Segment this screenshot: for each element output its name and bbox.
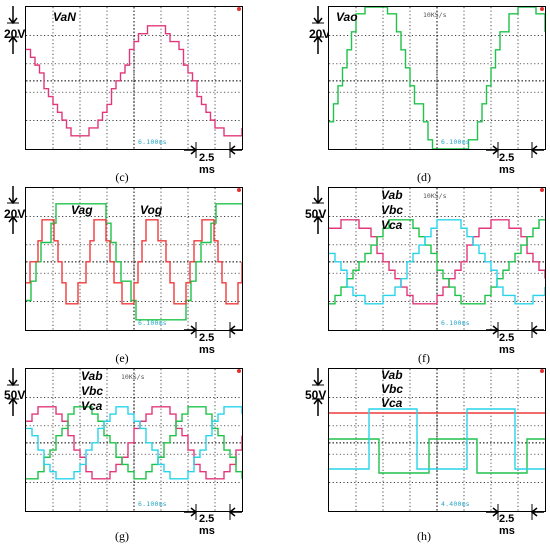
- timebase-readout: 6.100ms: [138, 500, 167, 508]
- caption-g: (g): [115, 529, 129, 543]
- caption-f: (f): [418, 351, 430, 365]
- tscale-arrows-icon: [184, 142, 242, 158]
- sample-rate-readout: 10KS/s: [423, 192, 447, 200]
- trace-vbc: [329, 438, 545, 474]
- signal-label-vag: Vag: [71, 203, 93, 217]
- time-scale-label: 2.5 ms: [499, 332, 515, 356]
- scope-screen: Vab Vbc Vca 4.400ms: [328, 368, 546, 512]
- scope-screen: Vao 10KS/s 6.100ms: [328, 6, 546, 150]
- trace-vbc: [329, 219, 545, 305]
- trace-vca: [26, 406, 242, 480]
- signal-label-vab: Vab: [381, 368, 403, 382]
- scope-screen: Vab Vbc Vca 10KS/s 6.100ms: [25, 368, 243, 512]
- trigger-marker: [237, 369, 241, 373]
- signal-label-vbc: Vbc: [381, 382, 404, 396]
- signal-label-vbc: Vbc: [381, 203, 404, 217]
- caption-d: (d): [417, 170, 431, 184]
- tscale-arrows-icon: [486, 504, 544, 520]
- vscale-arrows-icon: [312, 186, 324, 234]
- vscale-arrows-icon: [7, 368, 19, 416]
- trace-vab: [26, 406, 242, 480]
- trace-vao: [329, 7, 545, 149]
- trigger-marker: [540, 369, 544, 373]
- scope-grid: [329, 369, 545, 511]
- timebase-readout: 6.100ms: [138, 319, 167, 327]
- trace-vag: [26, 203, 242, 321]
- tscale-arrows-icon: [184, 322, 242, 338]
- vscale-arrows-icon: [7, 186, 19, 234]
- waveform-area: [26, 369, 242, 480]
- time-scale-label: 2.5 ms: [499, 152, 515, 176]
- signal-label-vao: Vao: [336, 10, 358, 24]
- timebase-readout: 6.100ms: [138, 138, 167, 146]
- signal-label-vca: Vca: [81, 399, 103, 413]
- signal-label-vca: Vca: [381, 396, 403, 410]
- timebase-readout: 4.400ms: [441, 500, 470, 508]
- caption-e: (e): [115, 351, 129, 365]
- signal-label-vca: Vca: [381, 218, 403, 232]
- sample-rate-readout: 10KS/s: [423, 11, 447, 19]
- trace-vca: [329, 219, 545, 305]
- caption-c: (c): [115, 170, 129, 184]
- time-scale-label: 2.5 ms: [199, 332, 215, 356]
- tscale-arrows-icon: [184, 504, 242, 520]
- timebase-readout: 6.100ms: [441, 319, 470, 327]
- waveform-area: [329, 7, 545, 149]
- signal-label-vab: Vab: [381, 188, 403, 202]
- trigger-marker: [540, 7, 544, 11]
- waveform-area: [329, 369, 545, 474]
- scope-screen: VaN 6.100ms: [25, 6, 243, 150]
- scope-screen: Vab Vbc Vca 10KS/s 6.100ms: [328, 187, 546, 331]
- vscale-arrows-icon: [312, 368, 324, 416]
- signal-label-vaN: VaN: [53, 10, 76, 24]
- trace-vbc: [26, 406, 242, 480]
- trace-vca: [329, 408, 545, 470]
- vscale-arrows-icon: [312, 6, 324, 54]
- trace-vaN: [26, 25, 242, 137]
- signal-label-vab: Vab: [81, 369, 103, 383]
- tscale-arrows-icon: [486, 142, 544, 158]
- sample-rate-readout: 10KS/s: [121, 373, 145, 381]
- trigger-marker: [237, 188, 241, 192]
- timebase-readout: 6.100ms: [441, 138, 470, 146]
- trace-vog: [26, 219, 242, 305]
- signal-label-vog: Vog: [140, 203, 163, 217]
- time-scale-label: 2.5 ms: [199, 513, 215, 537]
- scope-screen: Vag Vog 6.100ms: [25, 187, 243, 331]
- waveform-area: [26, 188, 242, 321]
- waveform-area: [329, 188, 545, 305]
- caption-h: (h): [417, 529, 431, 543]
- vscale-arrows-icon: [7, 6, 19, 54]
- signal-label-vbc: Vbc: [81, 384, 104, 398]
- tscale-arrows-icon: [486, 322, 544, 338]
- trigger-marker: [237, 7, 241, 11]
- trigger-marker: [540, 188, 544, 192]
- time-scale-label: 2.5 ms: [199, 152, 215, 176]
- waveform-area: [26, 7, 242, 137]
- trace-vab: [329, 219, 545, 305]
- time-scale-label: 2.5 ms: [499, 513, 515, 537]
- scope-grid: [329, 7, 545, 149]
